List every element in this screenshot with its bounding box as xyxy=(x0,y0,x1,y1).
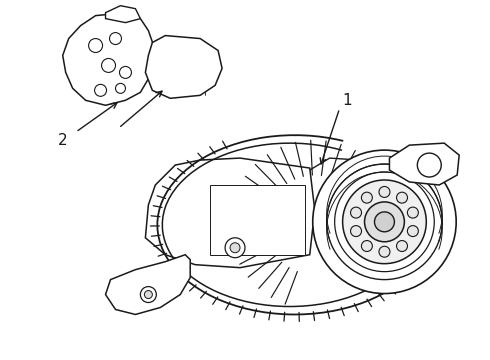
Circle shape xyxy=(89,39,102,53)
Circle shape xyxy=(374,212,394,232)
Polygon shape xyxy=(63,13,155,105)
Circle shape xyxy=(225,238,245,258)
Circle shape xyxy=(141,287,156,302)
Text: 1: 1 xyxy=(343,93,352,108)
Polygon shape xyxy=(146,36,222,98)
Circle shape xyxy=(362,240,372,252)
Circle shape xyxy=(145,291,152,298)
Polygon shape xyxy=(390,143,459,185)
Circle shape xyxy=(313,150,456,293)
Text: 2: 2 xyxy=(58,132,68,148)
Circle shape xyxy=(335,172,434,272)
Circle shape xyxy=(417,153,441,177)
Circle shape xyxy=(350,207,362,218)
Polygon shape xyxy=(105,255,190,315)
Circle shape xyxy=(379,246,390,257)
Polygon shape xyxy=(310,158,409,230)
Circle shape xyxy=(396,240,408,252)
Circle shape xyxy=(327,164,442,280)
Polygon shape xyxy=(146,158,315,268)
Circle shape xyxy=(396,192,408,203)
Polygon shape xyxy=(105,6,141,23)
Circle shape xyxy=(350,226,362,237)
Circle shape xyxy=(110,32,122,45)
Circle shape xyxy=(116,84,125,93)
Circle shape xyxy=(379,186,390,197)
Circle shape xyxy=(362,192,372,203)
Circle shape xyxy=(95,84,106,96)
Circle shape xyxy=(407,226,418,237)
Circle shape xyxy=(343,180,426,264)
Circle shape xyxy=(407,207,418,218)
Circle shape xyxy=(365,202,404,242)
Ellipse shape xyxy=(160,138,429,312)
Circle shape xyxy=(230,243,240,253)
Circle shape xyxy=(101,58,116,72)
Polygon shape xyxy=(210,185,305,255)
Circle shape xyxy=(120,67,131,78)
